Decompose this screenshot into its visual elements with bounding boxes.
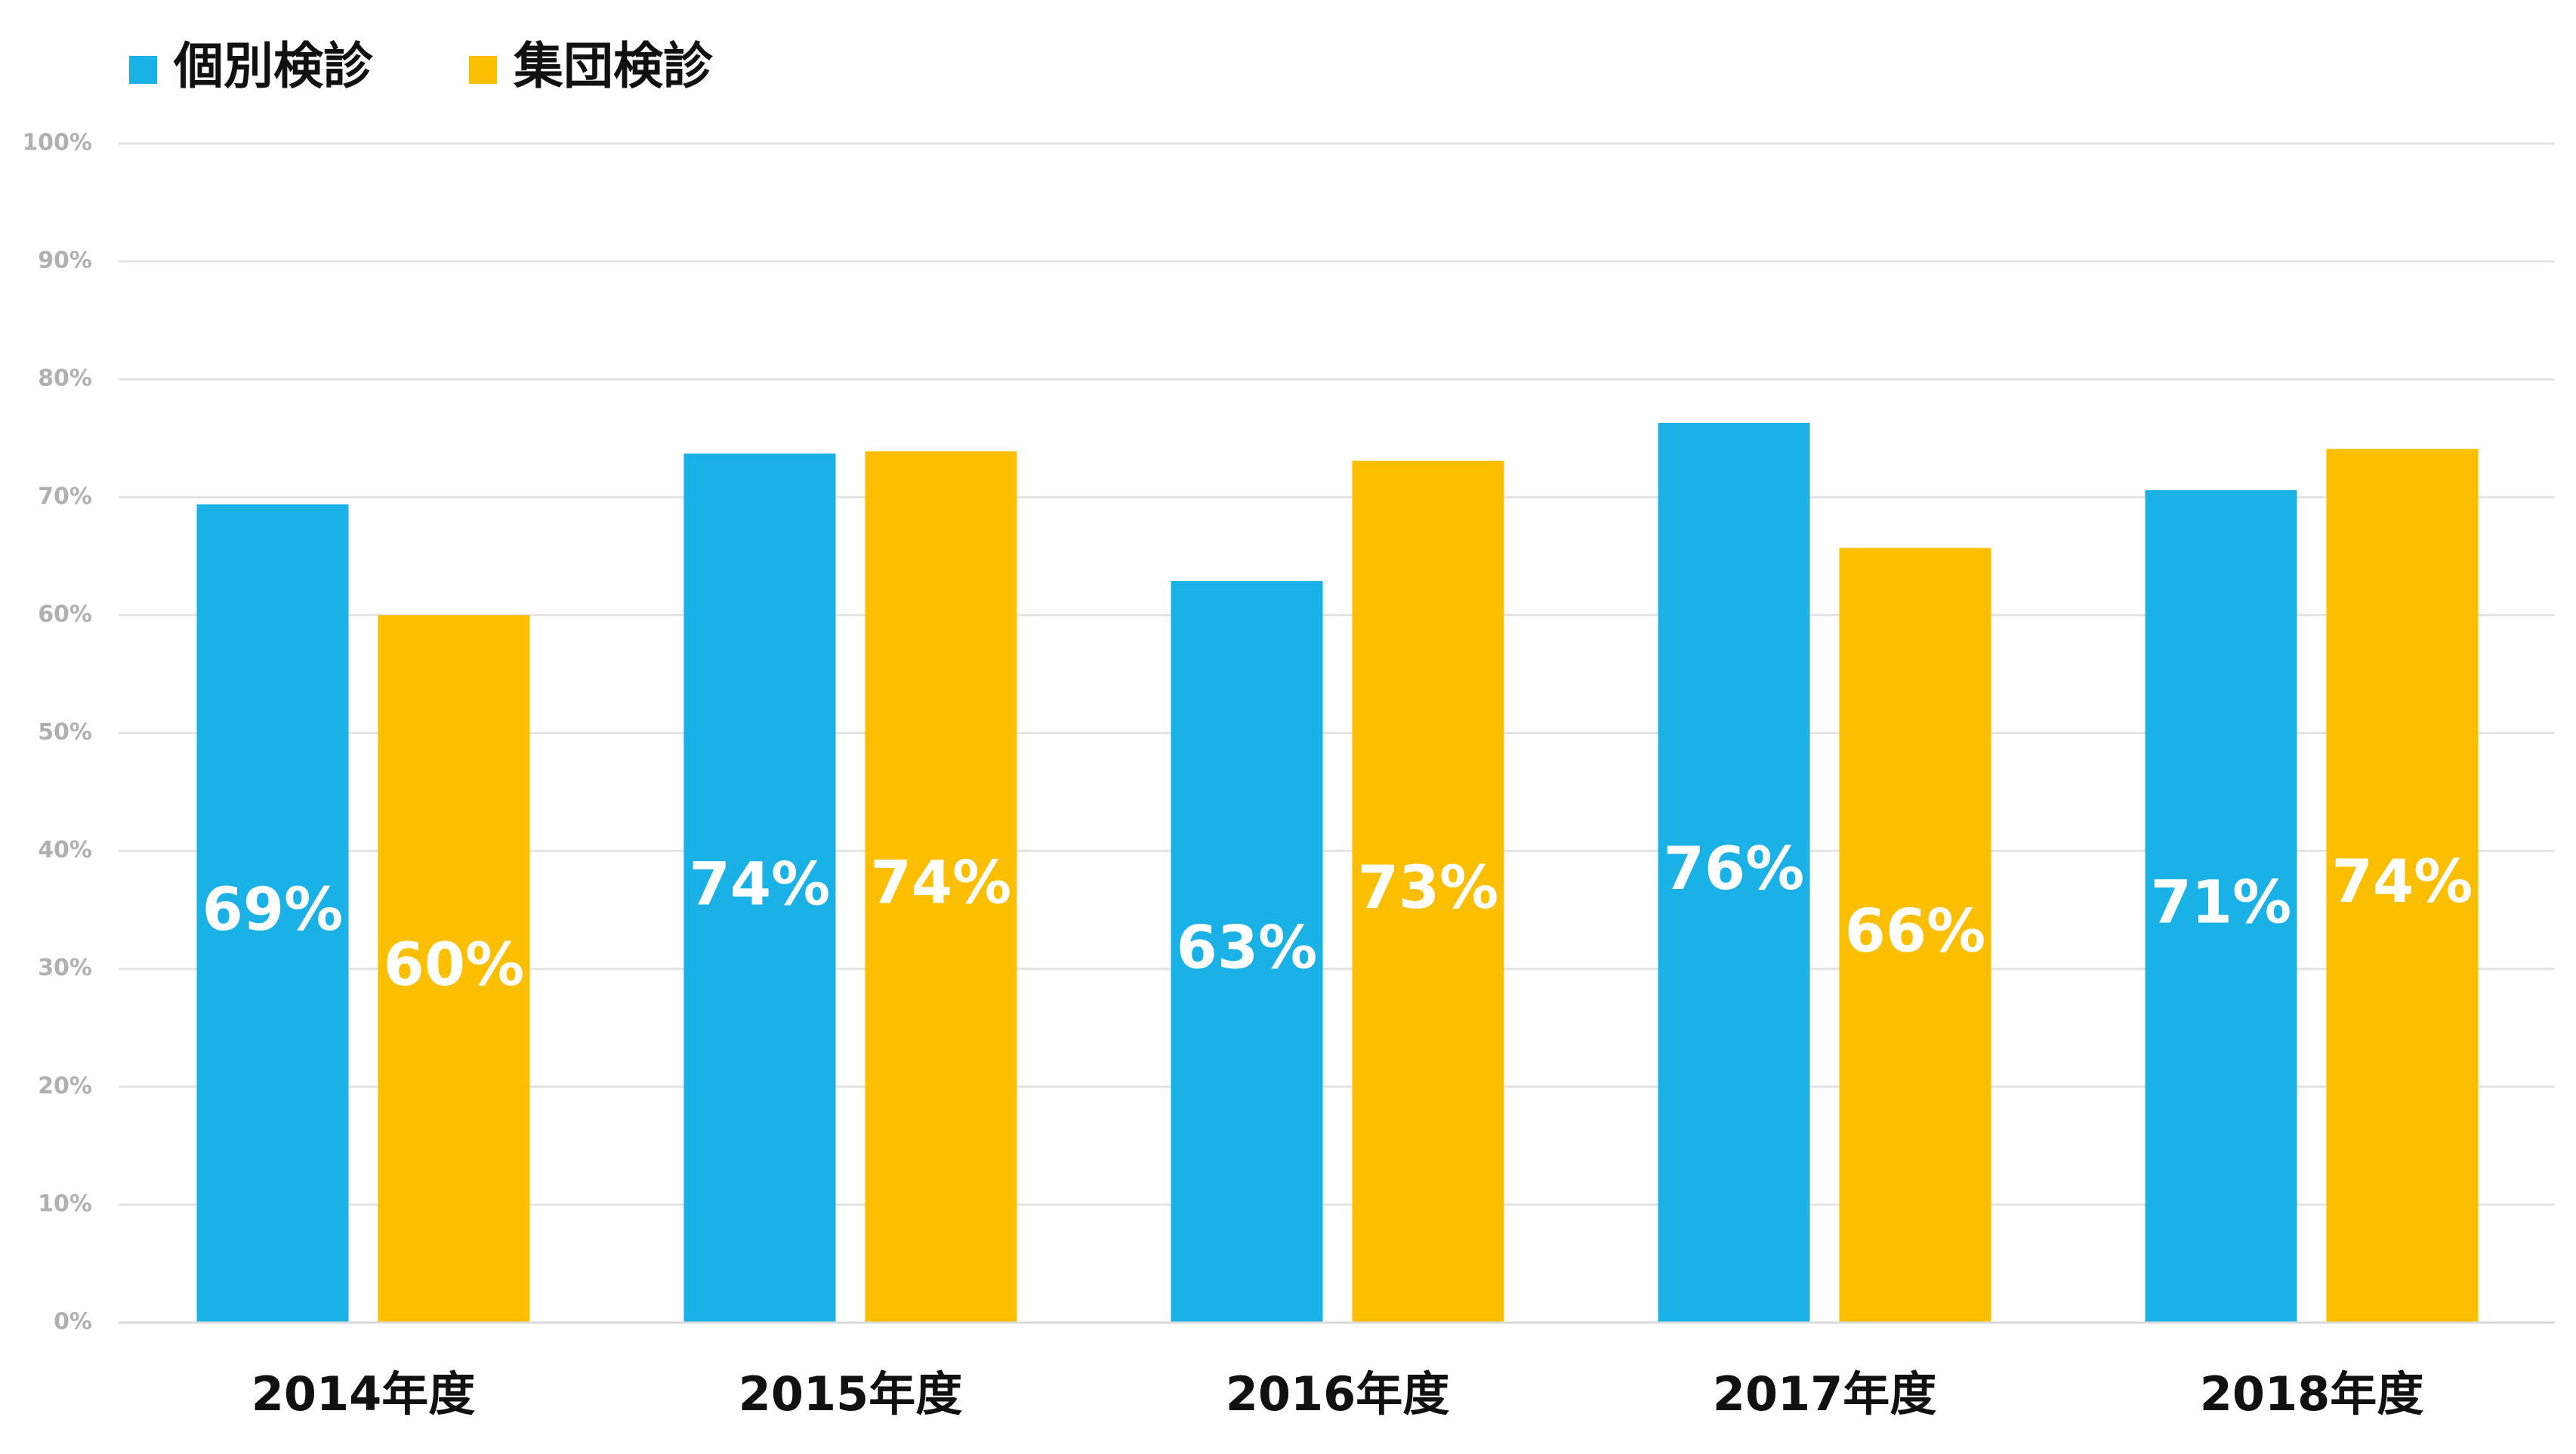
y-tick-label: 70%: [38, 483, 92, 510]
x-tick-label: 2018年度: [2200, 1366, 2424, 1422]
bar: [683, 453, 836, 1323]
value-label: 74%: [2332, 848, 2473, 916]
bar: [2145, 489, 2297, 1323]
bar: [865, 451, 1017, 1323]
legend-label: 集団検診: [513, 37, 714, 95]
y-tick-label: 40%: [38, 837, 92, 863]
x-tick-label: 2016年度: [1226, 1366, 1450, 1422]
value-label: 73%: [1358, 854, 1499, 922]
bar: [1171, 581, 1323, 1323]
bar: [1658, 422, 1810, 1323]
y-tick-label: 80%: [38, 366, 92, 392]
bar: [378, 615, 530, 1323]
bar: [196, 504, 349, 1323]
value-label: 71%: [2151, 869, 2292, 937]
y-tick-label: 100%: [22, 130, 92, 156]
x-tick-label: 2015年度: [739, 1366, 963, 1422]
bar: [1839, 548, 1991, 1323]
value-label: 66%: [1845, 898, 1986, 966]
value-label: 74%: [690, 850, 831, 918]
y-tick-label: 0%: [54, 1309, 92, 1335]
x-tick-label: 2014年度: [251, 1366, 476, 1422]
legend-swatch: [129, 56, 157, 84]
bar: [2326, 449, 2479, 1323]
value-label: 76%: [1664, 835, 1805, 903]
value-label: 74%: [871, 850, 1012, 918]
y-tick-label: 50%: [38, 719, 92, 746]
y-tick-label: 90%: [38, 248, 92, 274]
bar: [1352, 460, 1504, 1323]
y-tick-label: 60%: [38, 601, 92, 628]
x-tick-label: 2017年度: [1713, 1366, 1937, 1422]
value-label: 69%: [202, 876, 344, 944]
y-tick-label: 20%: [38, 1073, 92, 1099]
legend-swatch: [469, 56, 497, 84]
y-tick-label: 30%: [38, 955, 92, 981]
value-label: 63%: [1177, 915, 1318, 983]
y-tick-label: 10%: [38, 1190, 92, 1217]
value-label: 60%: [384, 931, 525, 999]
legend-label: 個別検診: [173, 37, 374, 95]
